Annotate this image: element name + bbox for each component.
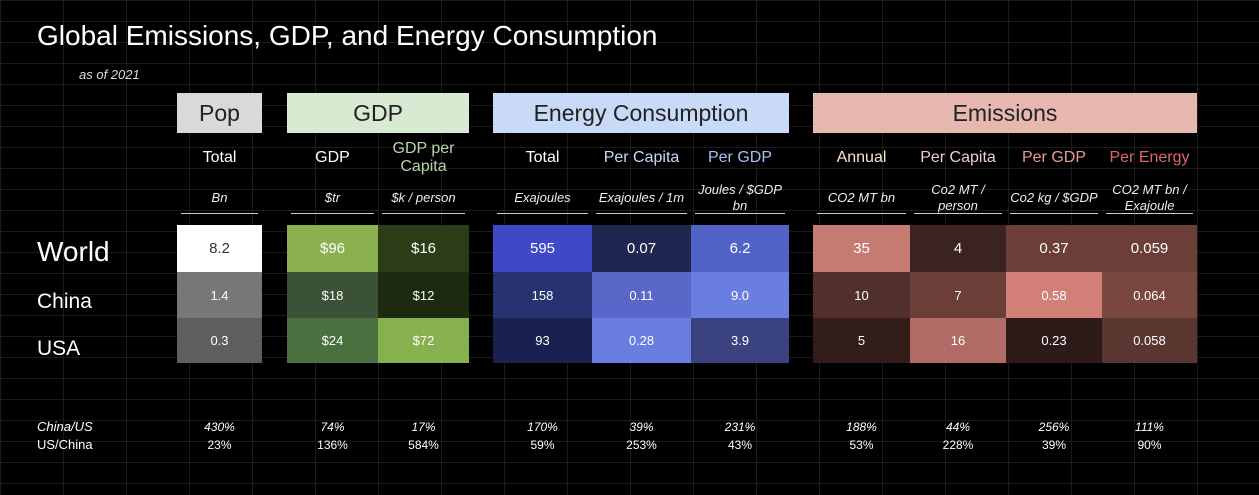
table-cell: 0.11 [592, 272, 691, 318]
table-cell: 1.4 [177, 272, 262, 318]
table-cell: 9.0 [691, 272, 789, 318]
ratio-value: 74% [320, 420, 345, 434]
chart-subtitle: as of 2021 [79, 67, 140, 82]
column-underline [497, 213, 588, 214]
table-cell: 0.37 [1006, 225, 1102, 272]
ratio-value: 39% [629, 420, 654, 434]
ratio-value: 228% [942, 438, 974, 452]
table-cell: 7 [910, 272, 1006, 318]
ratio-value: 59% [530, 438, 555, 452]
table-cell: $24 [287, 318, 378, 363]
column-unit: CO2 MT bn [827, 189, 896, 205]
table-cell: 595 [493, 225, 592, 272]
table-cell: 0.23 [1006, 318, 1102, 363]
table-cell: 16 [910, 318, 1006, 363]
column-unit: $k / person [391, 189, 456, 205]
ratio-label: US/China [37, 437, 93, 452]
column-header: Per GDP [1021, 149, 1086, 166]
ratio-value: 430% [204, 420, 235, 434]
column-header: Per Capita [920, 149, 996, 166]
table-cell: 93 [493, 318, 592, 363]
table-cell: 10 [813, 272, 910, 318]
table-cell: $72 [378, 318, 469, 363]
ratio-value: 43% [727, 438, 753, 452]
table-cell: $18 [287, 272, 378, 318]
column-header: Annual [836, 149, 887, 166]
column-header: Per Energy [1109, 149, 1190, 166]
group-header-energy-consumption: Energy Consumption [493, 93, 789, 133]
column-unit: Exajoules [514, 189, 571, 205]
column-underline [1106, 213, 1193, 214]
table-cell: 5 [813, 318, 910, 363]
table-cell: $96 [287, 225, 378, 272]
table-cell: $12 [378, 272, 469, 318]
table-cell: 4 [910, 225, 1006, 272]
table-cell: 158 [493, 272, 592, 318]
column-unit: Bn [211, 189, 228, 205]
table-cell: 6.2 [691, 225, 789, 272]
group-header-pop: Pop [177, 93, 262, 133]
column-underline [695, 213, 785, 214]
ratio-value: 39% [1041, 438, 1067, 452]
ratio-value: 253% [626, 438, 657, 452]
row-label-usa: USA [37, 337, 81, 360]
column-header: GDP [315, 149, 350, 166]
column-unit: $tr [324, 189, 341, 205]
column-underline [382, 213, 465, 214]
table-cell: 0.58 [1006, 272, 1102, 318]
ratio-value: 23% [207, 438, 232, 452]
column-header: Total [202, 149, 237, 166]
ratio-value: 188% [846, 420, 877, 434]
column-unit: Exajoules / 1m [598, 189, 685, 205]
column-header: Total [525, 149, 560, 166]
ratio-value: 256% [1038, 420, 1070, 434]
table-cell: 0.059 [1102, 225, 1197, 272]
table-cell: 3.9 [691, 318, 789, 363]
row-label-world: World [37, 236, 110, 267]
ratio-value: 111% [1135, 420, 1164, 434]
table-cell: 8.2 [177, 225, 262, 272]
table-cell: 35 [813, 225, 910, 272]
ratio-label: China/US [37, 419, 93, 434]
ratio-value: 170% [527, 420, 558, 434]
column-header: Per GDP [707, 149, 772, 166]
group-header-gdp: GDP [287, 93, 469, 133]
ratio-value: 17% [411, 420, 436, 434]
table-cell: 0.07 [592, 225, 691, 272]
ratio-value: 44% [945, 420, 971, 434]
column-underline [914, 213, 1002, 214]
column-underline [181, 213, 258, 214]
ratio-value: 231% [724, 420, 756, 434]
ratio-value: 584% [408, 438, 439, 452]
column-underline [817, 213, 906, 214]
ratio-value: 53% [849, 438, 874, 452]
column-unit: Co2 MT / person [931, 181, 985, 213]
table-cell: 0.3 [177, 318, 262, 363]
column-unit: Co2 kg / $GDP [1010, 189, 1098, 205]
row-label-china: China [37, 290, 92, 313]
table-cell: 0.058 [1102, 318, 1197, 363]
column-header: GDP per Capita [392, 140, 455, 175]
column-unit: Joules / $GDP bn [698, 181, 782, 213]
column-underline [291, 213, 374, 214]
column-underline [596, 213, 687, 214]
group-header-emissions: Emissions [813, 93, 1197, 133]
table-cell: 0.064 [1102, 272, 1197, 318]
ratio-value: 90% [1137, 438, 1162, 452]
table-cell: $16 [378, 225, 469, 272]
column-underline [1010, 213, 1098, 214]
chart-title: Global Emissions, GDP, and Energy Consum… [37, 20, 658, 51]
table-cell: 0.28 [592, 318, 691, 363]
column-unit: CO2 MT bn / Exajoule [1112, 181, 1187, 213]
column-header: Per Capita [603, 149, 680, 166]
ratio-value: 136% [317, 438, 348, 452]
